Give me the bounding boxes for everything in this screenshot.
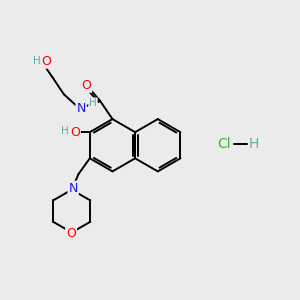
Text: O: O bbox=[66, 227, 76, 241]
Text: H: H bbox=[61, 126, 69, 136]
Text: Cl: Cl bbox=[218, 137, 231, 151]
Text: O: O bbox=[41, 55, 51, 68]
Text: H: H bbox=[249, 137, 259, 151]
Text: N: N bbox=[68, 182, 78, 195]
Text: O: O bbox=[70, 126, 80, 139]
Text: H: H bbox=[89, 98, 97, 108]
Text: H: H bbox=[33, 56, 41, 66]
Text: N: N bbox=[76, 102, 86, 115]
Text: O: O bbox=[81, 79, 91, 92]
